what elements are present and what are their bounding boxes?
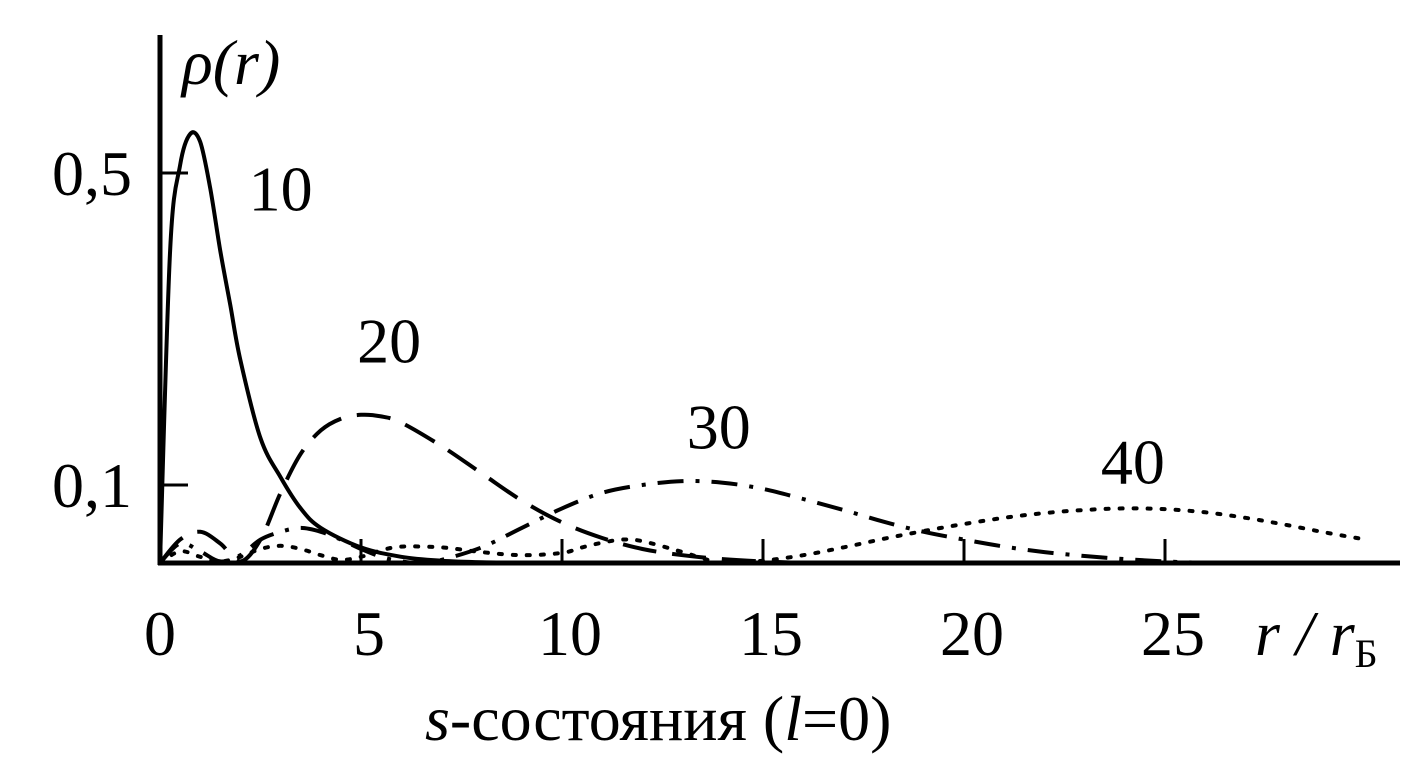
x-tick-label: 10 [538,598,602,669]
caption-end: =0) [802,683,891,754]
curve-label-10: 10 [249,154,313,225]
x-axis-title: r / rБ [1255,598,1378,676]
caption-l: l [784,683,802,754]
curve-label-30: 30 [687,392,751,463]
labels: 0 5 10 15 20 25 0,1 0,5 10 20 30 40 [52,138,1205,669]
series-line-30 [158,478,1206,566]
curve-label-20: 20 [357,306,421,377]
y-tick-label: 0,1 [52,450,132,521]
x-tick-label: 0 [144,598,176,669]
x-tick-label: 25 [1141,598,1205,669]
y-tick-label: 0,5 [52,138,132,209]
x-tick-label: 15 [739,598,803,669]
series-line-40 [158,506,1368,566]
ticks [160,171,1167,563]
caption-text: -состояния ( [450,683,784,754]
curve-label-40: 40 [1101,427,1165,498]
y-axis-title: ρ(r) [180,27,280,98]
series-line-20 [158,412,804,565]
plot-series [158,130,1368,566]
chart-caption: s-состояния (l=0) [425,683,891,754]
x-tick-label: 5 [353,598,385,669]
x-tick-label: 20 [940,598,1004,669]
x-axis-title-subscript: Б [1355,631,1378,676]
caption-var: s [425,683,450,754]
